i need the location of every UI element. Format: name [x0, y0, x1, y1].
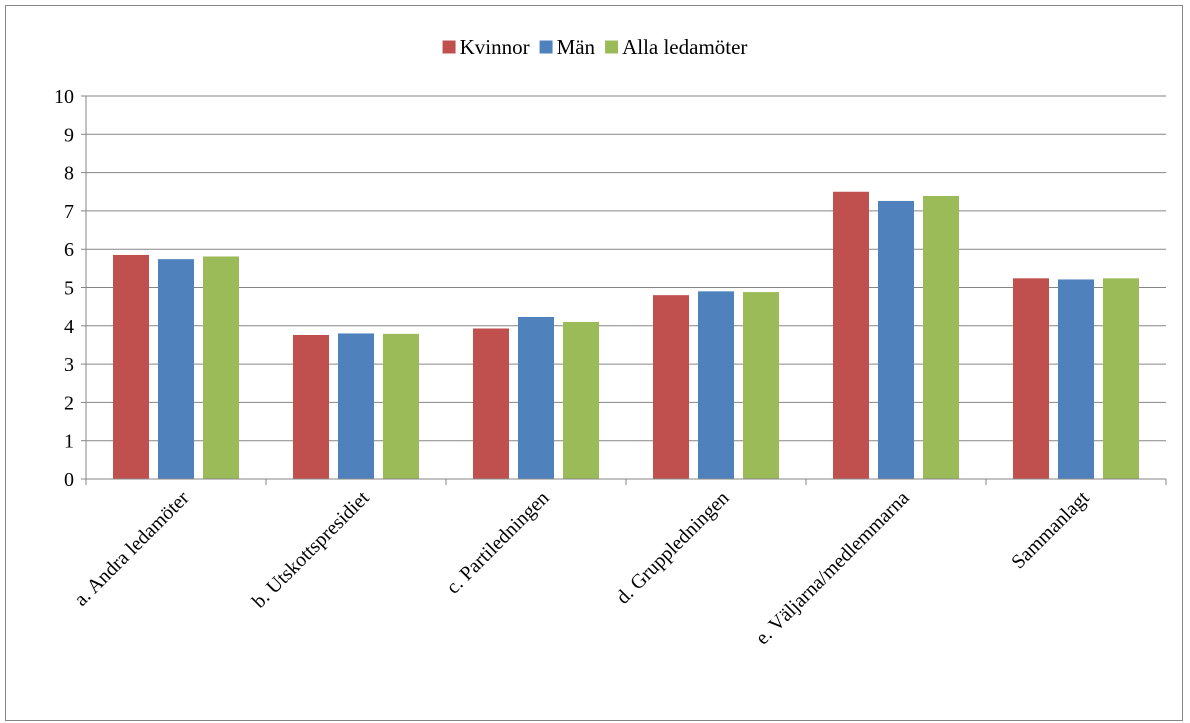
category-label: a. Andra ledamöter — [70, 487, 194, 611]
bars — [113, 191, 1139, 479]
y-tick-label: 2 — [64, 392, 74, 414]
bar-alla-ledam-ter — [923, 195, 959, 479]
bar-m-n — [698, 291, 734, 479]
bar-m-n — [158, 259, 194, 479]
y-tick-labels: 0 1 2 3 4 5 6 7 8 9 10 — [54, 86, 74, 491]
bar-m-n — [878, 200, 914, 479]
y-tick-label: 0 — [64, 469, 74, 491]
y-tick-label: 6 — [64, 239, 74, 261]
y-tick-label: 4 — [64, 316, 74, 338]
bar-m-n — [518, 316, 554, 479]
legend-label-alla-ledam-ter: Alla ledamöter — [622, 35, 747, 59]
bar-m-n — [338, 333, 374, 479]
bar-alla-ledam-ter — [203, 256, 239, 479]
legend-label-kvinnor: Kvinnor — [460, 35, 530, 59]
bar-kvinnor — [113, 254, 149, 479]
chart-frame: 0 1 2 3 4 5 6 7 8 9 10 a. Andra ledamöter b. Utskot… — [5, 5, 1183, 721]
bar-kvinnor — [653, 295, 689, 479]
y-tick-label: 1 — [64, 431, 74, 453]
bar-alla-ledam-ter — [563, 321, 599, 479]
bar-kvinnor — [833, 191, 869, 479]
legend-swatch-alla-ledam-ter — [605, 40, 619, 54]
bar-alla-ledam-ter — [383, 333, 419, 479]
y-tick-label: 9 — [64, 124, 74, 146]
category-label: b. Utskottspresidiet — [248, 487, 374, 613]
legend-swatch-m-n — [539, 40, 553, 54]
bar-kvinnor — [1013, 278, 1049, 479]
y-tick-label: 5 — [64, 278, 74, 300]
category-label: c. Partiledningen — [442, 487, 553, 598]
category-label: Sammanlagt — [1007, 487, 1094, 574]
gridlines — [86, 95, 1166, 442]
bar-alla-ledam-ter — [743, 292, 779, 479]
category-label: d. Gruppledningen — [612, 487, 734, 609]
bar-m-n — [1058, 279, 1094, 479]
y-tick-label: 8 — [64, 163, 74, 185]
y-tick-label: 3 — [64, 354, 74, 376]
axes — [81, 95, 1167, 485]
legend: Kvinnor Män Alla ledamöter — [442, 35, 747, 59]
legend-swatch-kvinnor — [442, 40, 456, 54]
category-labels: a. Andra ledamöter b. Utskottspresidiet c.… — [70, 487, 1094, 649]
bar-kvinnor — [293, 334, 329, 479]
y-tick-label: 7 — [64, 201, 74, 223]
legend-label-m-n: Män — [557, 35, 596, 59]
y-tick-label: 10 — [54, 86, 74, 108]
category-label: e. Väljarna/medlemmarna — [751, 487, 913, 649]
bar-alla-ledam-ter — [1103, 278, 1139, 479]
bar-kvinnor — [473, 328, 509, 479]
bar-chart: 0 1 2 3 4 5 6 7 8 9 10 a. Andra ledamöter b. Utskot… — [54, 35, 1167, 649]
